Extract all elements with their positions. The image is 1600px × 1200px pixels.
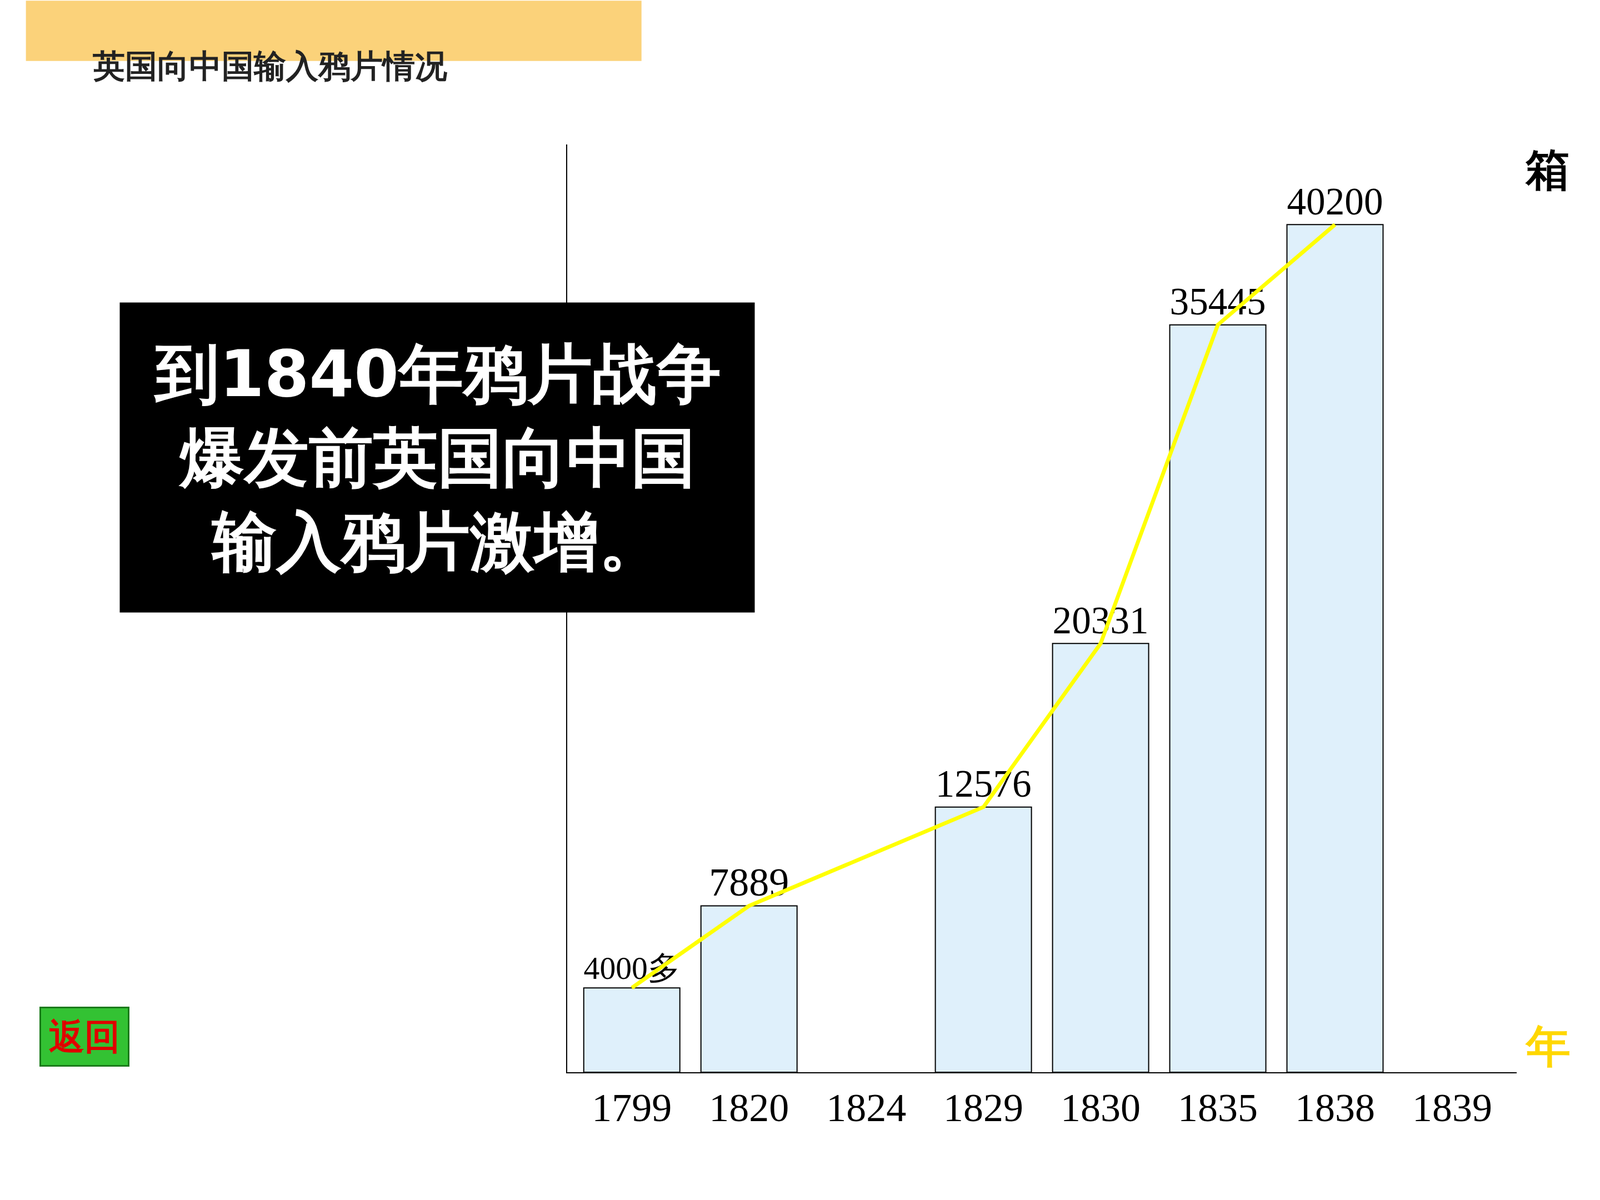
svg-text:英国向中国输入鸦片情况: 英国向中国输入鸦片情况: [92, 47, 448, 85]
svg-text:4000多: 4000多: [583, 950, 680, 986]
svg-text:1839: 1839: [1412, 1085, 1493, 1130]
svg-text:1820: 1820: [708, 1085, 789, 1130]
svg-text:箱: 箱: [1525, 145, 1570, 195]
svg-text:1830: 1830: [1060, 1085, 1141, 1130]
svg-text:20331: 20331: [1052, 598, 1149, 642]
svg-text:返回: 返回: [48, 1016, 120, 1058]
svg-text:7889: 7889: [708, 860, 789, 905]
svg-text:35445: 35445: [1170, 280, 1267, 323]
svg-text:1799: 1799: [591, 1085, 672, 1130]
svg-text:1835: 1835: [1177, 1085, 1258, 1130]
svg-text:年: 年: [1525, 1022, 1571, 1072]
svg-text:12576: 12576: [935, 762, 1032, 805]
svg-text:1838: 1838: [1295, 1085, 1375, 1130]
svg-text:1824: 1824: [826, 1085, 907, 1130]
svg-text:1829: 1829: [943, 1085, 1024, 1130]
svg-text:到1840年鸦片战争爆发前英国向中国输入鸦片激增。: 到1840年鸦片战争爆发前英国向中国输入鸦片激增。: [153, 336, 722, 579]
svg-text:40200: 40200: [1287, 180, 1384, 223]
